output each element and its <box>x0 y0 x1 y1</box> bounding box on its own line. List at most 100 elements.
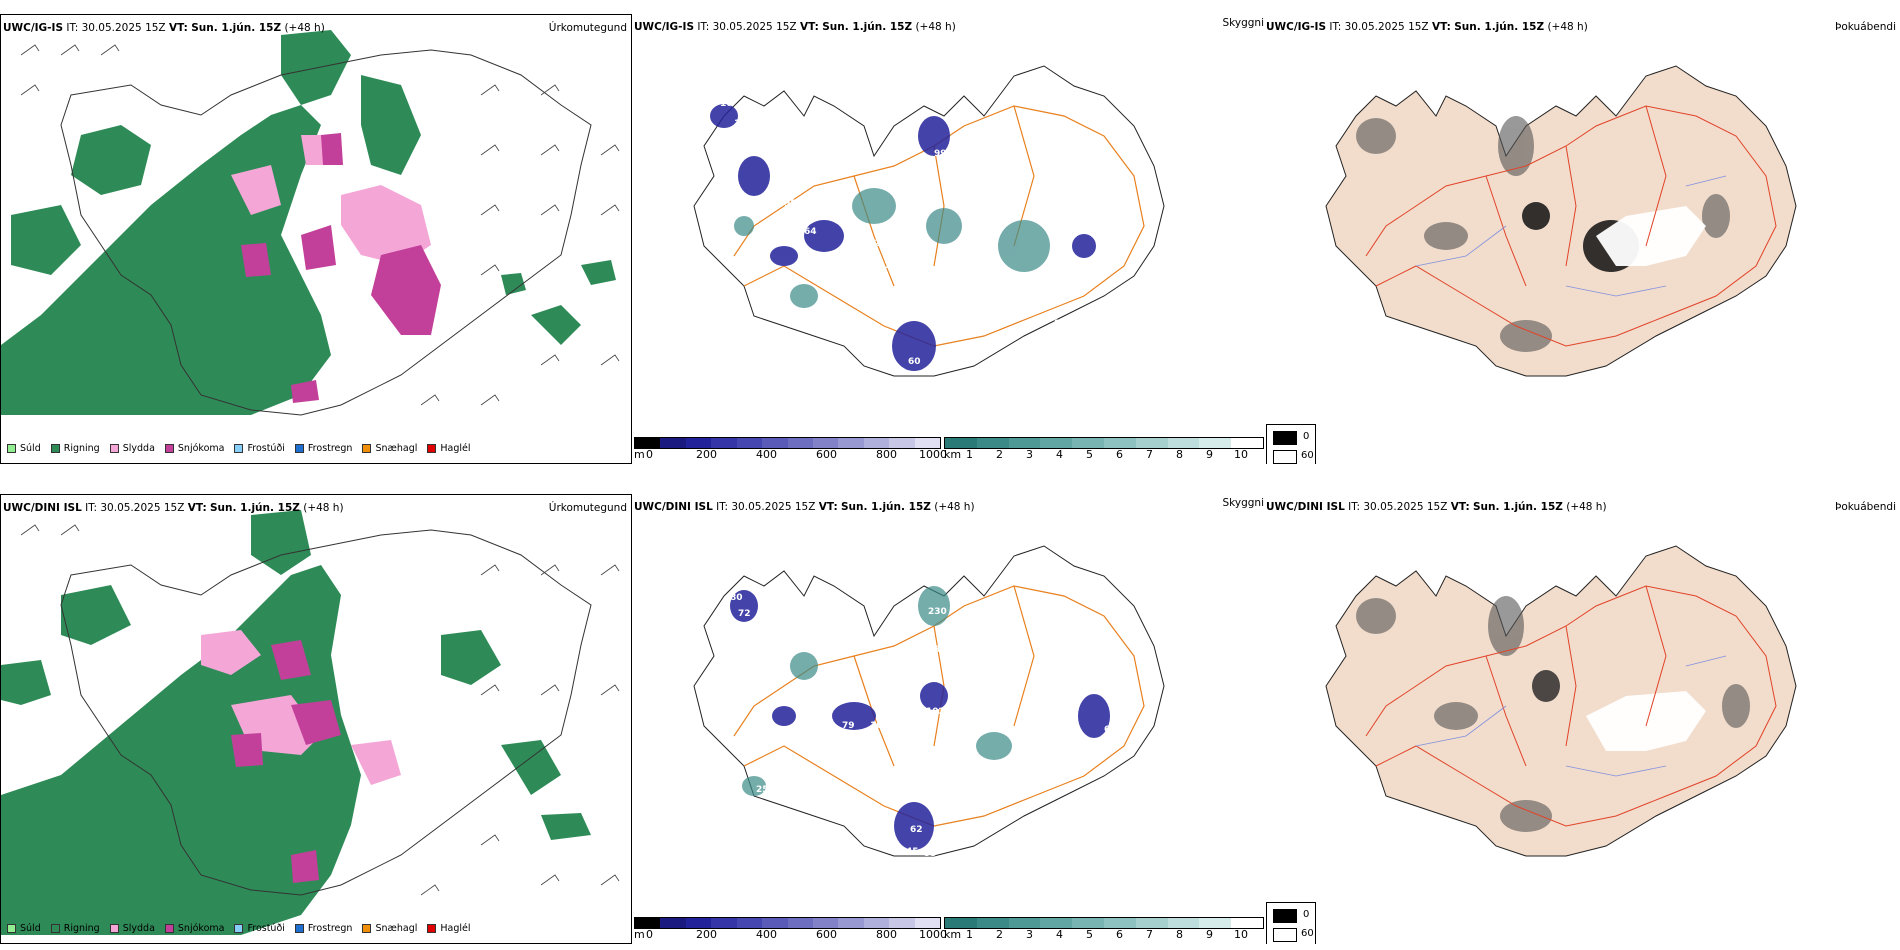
init-label: IT: <box>66 22 79 34</box>
lead-time: (+48 h) <box>915 21 956 33</box>
cloud-value-label: 91 <box>930 807 943 817</box>
panel-header-bottom-2: UWC/DINI ISL IT: 30.05.2025 15Z VT: Sun.… <box>634 501 975 514</box>
legend-item-hagel: Haglél <box>427 443 471 454</box>
cloud-value-label: 85 <box>910 753 923 763</box>
cloud-value-label: 103 <box>870 721 889 731</box>
lead-time: (+48 h) <box>1547 21 1588 33</box>
cloud-value-label: 230 <box>928 607 947 617</box>
cloud-value-label: 74 <box>750 543 763 553</box>
swatch-icon <box>1273 450 1297 464</box>
colorbar-km-top <box>944 437 1264 449</box>
valid-time: Sun. 1.jún. 15Z <box>1454 21 1545 33</box>
precip-type-title: Úrkomutegund <box>548 502 627 514</box>
init-label: IT: <box>697 21 710 33</box>
legend-item-frostregn: Frostregn <box>294 923 352 934</box>
colorbar-m-top <box>634 437 941 449</box>
valid-label: VT: <box>187 502 207 514</box>
swatch-icon <box>50 924 60 933</box>
init-time: 30.05.2025 15Z <box>1344 21 1429 33</box>
cloud-value-label: 109 <box>772 359 791 369</box>
cloud-value-label: 13 <box>752 59 765 69</box>
cloud-value-label: 102 <box>926 707 945 717</box>
cloud-value-label: 385 <box>934 645 953 655</box>
model-name: UWC/IG-IS <box>634 21 695 33</box>
swatch-icon <box>427 444 437 453</box>
cloud-value-label: 45 <box>906 847 919 857</box>
valid-label: VT: <box>1431 21 1451 33</box>
precip-type-panel-bottom: UWC/DINI ISL IT: 30.05.2025 15Z VT: Sun.… <box>0 494 632 944</box>
cloud-value-label: 19 <box>734 119 747 129</box>
cloud-value-label: 51 <box>906 397 919 407</box>
precip-type-map-top <box>1 15 631 463</box>
swatch-icon <box>1273 928 1297 942</box>
swatch-icon <box>109 444 119 453</box>
swatch-icon <box>1273 909 1297 923</box>
swatch-icon <box>7 444 16 453</box>
cloud-value-label: 62 <box>910 825 923 835</box>
cloud-map-bottom: 74 80 72 230 385 104 102 103 79 81 85 57… <box>693 543 1165 859</box>
cloud-value-label: 99 <box>934 149 947 159</box>
cloud-value-label: 115 <box>884 261 903 271</box>
init-label: IT: <box>716 501 729 513</box>
fog-panel-bottom: UWC/DINI ISL IT: 30.05.2025 15Z VT: Sun.… <box>1266 494 1900 944</box>
legend-item-snaehagl: Snæhagl <box>362 923 417 934</box>
cloud-value-label: 117 <box>1000 299 1019 309</box>
legend-item-rigning: Rigning <box>50 923 100 934</box>
swatch-icon <box>109 924 119 933</box>
init-time: 30.05.2025 15Z <box>712 21 797 33</box>
swatch-icon <box>7 924 16 933</box>
cloud-value-label: 81 <box>896 721 909 731</box>
cloud-value-label: 80 <box>1054 319 1067 329</box>
cloud-value-label: 21 <box>874 239 887 249</box>
init-time: 30.05.2025 15Z <box>81 22 166 34</box>
model-name: UWC/IG-IS <box>3 22 64 34</box>
legend-item-snaehagl: Snæhagl <box>362 443 417 454</box>
fog-legend-bottom: 0 60 <box>1266 902 1316 944</box>
valid-time: Sun. 1.jún. 15Z <box>822 21 913 33</box>
model-name: UWC/IG-IS <box>1266 21 1327 33</box>
fog-map-top <box>1325 65 1797 377</box>
swatch-icon <box>294 924 304 933</box>
swatch-icon <box>234 444 244 453</box>
cloud-value-label: 25 <box>756 785 769 795</box>
cloud-value-label: 65 <box>794 265 807 275</box>
init-time: 30.05.2025 15Z <box>1363 501 1448 513</box>
fog-title: Þokuábendi <box>1835 501 1896 513</box>
panel-header-bottom: UWC/DINI ISL IT: 30.05.2025 15Z VT: Sun.… <box>3 502 344 515</box>
panel-header-top-3: UWC/IG-IS IT: 30.05.2025 15Z VT: Sun. 1.… <box>1266 21 1588 34</box>
swatch-icon <box>294 444 304 453</box>
panel-header-top: UWC/IG-IS IT: 30.05.2025 15Z VT: Sun. 1.… <box>3 22 325 35</box>
cloud-value-label: 93 <box>776 179 789 189</box>
cloud-value-label: 16 <box>904 169 917 179</box>
cloud-value-label: 72 <box>738 609 751 619</box>
legend-item-sudl: Súld <box>7 443 41 454</box>
legend-item-slydda: Slydda <box>109 923 155 934</box>
colorbar-m-bottom <box>634 917 941 929</box>
precip-type-title: Úrkomutegund <box>548 22 627 34</box>
cloud-value-label: 10 <box>720 99 733 109</box>
fog-title: Þokuábendi <box>1835 21 1896 33</box>
swatch-icon <box>362 444 372 453</box>
cloud-panel-top: UWC/IG-IS IT: 30.05.2025 15Z VT: Sun. 1.… <box>634 17 1265 461</box>
cloud-value-label: 104 <box>884 701 903 711</box>
cloud-value-label: 64 <box>804 227 817 237</box>
swatch-icon <box>1273 431 1297 445</box>
cloud-value-label: 92 <box>870 279 883 289</box>
valid-time: Sun. 1.jún. 15Z <box>191 22 282 34</box>
model-name: UWC/DINI ISL <box>1266 501 1345 513</box>
init-label: IT: <box>85 502 98 514</box>
cloud-title: Skyggni <box>1222 17 1265 29</box>
cloud-value-label: 74 <box>754 235 767 245</box>
panel-header-top-2: UWC/IG-IS IT: 30.05.2025 15Z VT: Sun. 1.… <box>634 21 956 34</box>
cloud-title: Skyggni <box>1222 497 1265 509</box>
legend-item-hagel: Haglél <box>427 923 471 934</box>
legend-item-frostudi: Frostúði <box>234 923 285 934</box>
cloud-value-label: 95 <box>784 199 797 209</box>
init-time: 30.05.2025 15Z <box>731 501 816 513</box>
lead-time: (+48 h) <box>284 22 325 34</box>
cloud-panel-bottom: UWC/DINI ISL IT: 30.05.2025 15Z VT: Sun.… <box>634 497 1265 941</box>
precip-legend-top: Súld Rigning Slydda Snjókoma Frostúði Fr… <box>7 443 471 454</box>
swatch-icon <box>164 444 174 453</box>
colorbar-km-bottom <box>944 917 1264 929</box>
swatch-icon <box>50 444 60 453</box>
